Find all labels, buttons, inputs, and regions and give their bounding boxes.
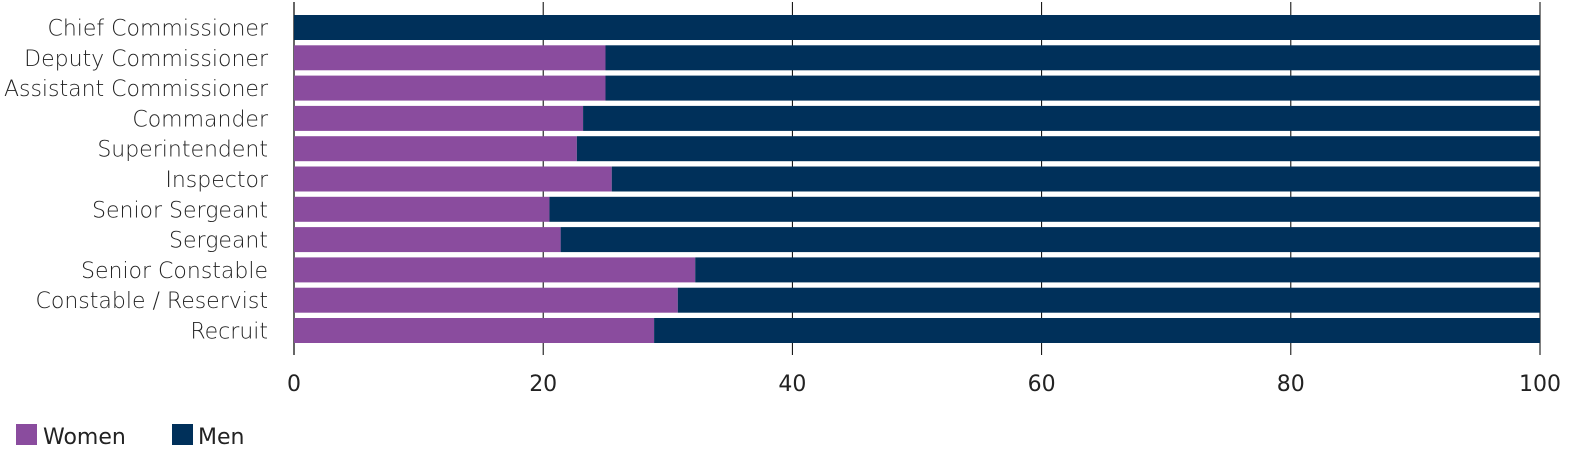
bar-men-0 xyxy=(294,15,1540,40)
category-label: Assistant Commissioner xyxy=(4,77,269,102)
bar-men-10 xyxy=(654,318,1540,343)
category-labels: Chief Commissioner Deputy Commissioner Ass… xyxy=(4,17,269,345)
bar-women-10 xyxy=(294,318,655,343)
category-label: Senior Constable xyxy=(81,259,268,284)
bar-men-1 xyxy=(605,45,1540,71)
category-label: Deputy Commissioner xyxy=(24,47,269,72)
category-label: Chief Commissioner xyxy=(47,17,268,42)
bar-men-5 xyxy=(611,166,1540,192)
bar-women-3 xyxy=(294,105,584,131)
x-tick-label: 40 xyxy=(778,372,806,397)
x-tick-label: 100 xyxy=(1519,372,1561,397)
legend: Women Men xyxy=(16,424,244,450)
legend-swatch-women xyxy=(16,424,37,445)
x-tick-label: 0 xyxy=(287,372,301,397)
bar-men-8 xyxy=(695,257,1540,283)
bar-men-4 xyxy=(576,136,1540,162)
category-label: Senior Sergeant xyxy=(92,198,268,223)
bar-men-2 xyxy=(605,75,1540,101)
category-label: Recruit xyxy=(190,320,268,345)
bar-women-5 xyxy=(294,166,612,192)
bar-women-9 xyxy=(294,287,678,313)
x-tick-label: 20 xyxy=(529,372,557,397)
bar-women-2 xyxy=(294,75,606,101)
bar-men-6 xyxy=(549,196,1540,222)
category-label: Constable / Reservist xyxy=(36,289,268,314)
category-label: Inspector xyxy=(165,168,269,193)
bar-men-7 xyxy=(560,227,1540,253)
bar-women-8 xyxy=(294,257,696,283)
bars xyxy=(294,15,1540,343)
x-axis: 0 20 40 60 80 100 xyxy=(287,372,1561,397)
bar-women-7 xyxy=(294,227,561,253)
legend-swatch-men xyxy=(172,424,193,445)
bar-women-6 xyxy=(294,196,550,222)
legend-label-women: Women xyxy=(43,425,126,450)
bar-women-1 xyxy=(294,45,606,71)
bar-men-9 xyxy=(677,287,1540,313)
bar-women-4 xyxy=(294,136,577,162)
category-label: Superintendent xyxy=(97,138,268,163)
bar-men-3 xyxy=(583,105,1540,131)
x-tick-label: 80 xyxy=(1277,372,1305,397)
x-tick-label: 60 xyxy=(1028,372,1056,397)
legend-label-men: Men xyxy=(198,425,244,450)
category-label: Commander xyxy=(132,107,269,132)
category-label: Sergeant xyxy=(169,229,268,254)
